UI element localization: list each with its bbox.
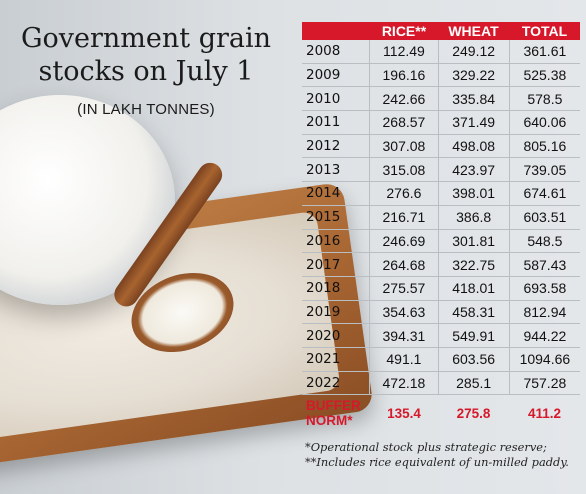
rice-cell: 268.57 [369,111,437,134]
table-row: 2019 354.63 458.31 812.94 [302,300,580,325]
wheat-cell: 322.75 [437,253,509,276]
year-cell: 2008 [306,43,341,60]
year-cell: 2020 [306,327,341,344]
rice-cell: 307.08 [369,134,437,158]
table-row: 2018 275.57 418.01 693.58 [302,276,580,301]
rice-cell: 216.71 [369,205,437,229]
wheat-cell: 603.56 [437,347,509,371]
total-cell: 640.06 [508,111,580,134]
table-header: RICE** WHEAT TOTAL [302,22,580,40]
wheat-cell: 371.49 [437,111,509,134]
year-cell: 2019 [306,303,341,320]
footnote-2: **Includes rice equivalent of un-milled … [305,455,569,469]
total-cell: 674.61 [508,182,580,205]
table-row: 2008 112.49 249.12 361.61 [302,40,580,64]
total-cell: 1094.66 [508,347,580,371]
rice-cell: 112.49 [369,40,437,63]
title-line-1: Government grain [20,23,272,54]
year-cell: 2016 [306,232,341,249]
buffer-total: 411.2 [527,405,562,421]
title-line-2: stocks on July 1 [38,56,254,87]
table-row: 2021 491.1 603.56 1094.66 [302,347,580,372]
header-total: TOTAL [521,23,568,39]
table-row: 2016 246.69 301.81 548.5 [302,229,580,254]
year-cell: 2015 [306,209,341,226]
footnotes: *Operational stock plus strategic reserv… [305,440,580,470]
page-title: Government grain stocks on July 1 [16,22,276,88]
header-rice: RICE** [381,23,427,39]
rice-cell: 196.16 [369,63,437,87]
table-row: 2017 264.68 322.75 587.43 [302,253,580,277]
wheat-cell: 249.12 [437,40,509,63]
table-row: 2011 268.57 371.49 640.06 [302,111,580,135]
year-cell: 2010 [306,90,341,107]
buffer-rice: 135.4 [387,405,421,421]
buffer-norm-row: BUFFER NORM* 135.4 275.8 411.2 [302,395,580,431]
year-cell: 2009 [306,67,341,84]
wheat-cell: 285.1 [437,371,509,395]
wheat-cell: 398.01 [437,182,509,205]
year-cell: 2021 [306,351,341,368]
header-year [302,22,370,40]
table-row: 2015 216.71 386.8 603.51 [302,205,580,230]
table-row: 2014 276.6 398.01 674.61 [302,182,580,206]
buffer-wheat: 275.8 [456,405,491,421]
wheat-cell: 423.97 [437,158,509,182]
wheat-cell: 418.01 [437,276,509,300]
year-cell: 2022 [306,374,341,391]
year-cell: 2018 [306,280,341,297]
wheat-cell: 549.91 [437,324,509,347]
total-cell: 361.61 [508,40,580,63]
table-row: 2022 472.18 285.1 757.28 [302,371,580,396]
total-cell: 578.5 [508,87,580,111]
buffer-label-line-1: BUFFER [306,398,361,414]
year-cell: 2011 [306,114,341,131]
total-cell: 944.22 [508,324,580,347]
total-cell: 525.38 [508,63,580,87]
table-row: 2020 394.31 549.91 944.22 [302,324,580,348]
grain-stocks-table: RICE** WHEAT TOTAL 2008 112.49 249.12 361.6… [302,22,580,431]
rice-cell: 275.57 [369,276,437,300]
total-cell: 812.94 [508,300,580,324]
rice-cell: 246.69 [369,229,437,253]
wheat-cell: 329.22 [437,63,509,87]
buffer-norm-label: BUFFER NORM* [302,395,370,431]
year-cell: 2012 [306,138,341,155]
rice-cell: 394.31 [369,324,437,347]
rice-cell: 315.08 [369,158,437,182]
rice-cell: 242.66 [369,87,437,111]
year-cell: 2017 [306,256,341,273]
rice-cell: 264.68 [369,253,437,276]
year-cell: 2014 [306,185,341,202]
rice-cell: 472.18 [369,371,437,395]
rice-cell: 354.63 [369,300,437,324]
table-row: 2009 196.16 329.22 525.38 [302,63,580,88]
rice-cell: 491.1 [369,347,437,371]
table-row: 2010 242.66 335.84 578.5 [302,87,580,112]
rice-cell: 276.6 [369,182,437,205]
wheat-cell: 386.8 [437,205,509,229]
year-cell: 2013 [306,161,341,178]
wheat-cell: 335.84 [437,87,509,111]
table-row: 2012 307.08 498.08 805.16 [302,134,580,159]
header-wheat: WHEAT [448,23,499,39]
page-subtitle: (IN LAKH TONNES) [77,101,215,118]
wheat-cell: 301.81 [437,229,509,253]
wheat-cell: 458.31 [437,300,509,324]
footnote-1: *Operational stock plus strategic reserv… [305,440,547,454]
total-cell: 757.28 [508,371,580,395]
total-cell: 603.51 [508,205,580,229]
table-row: 2013 315.08 423.97 739.05 [302,158,580,183]
buffer-label-line-2: NORM* [306,413,353,429]
total-cell: 739.05 [508,158,580,182]
table-body: 2008 112.49 249.12 361.61 2009 196.16 329.22 52… [302,40,580,396]
total-cell: 805.16 [508,134,580,158]
wheat-cell: 498.08 [437,134,509,158]
total-cell: 548.5 [508,229,580,253]
total-cell: 693.58 [508,276,580,300]
total-cell: 587.43 [508,253,580,276]
